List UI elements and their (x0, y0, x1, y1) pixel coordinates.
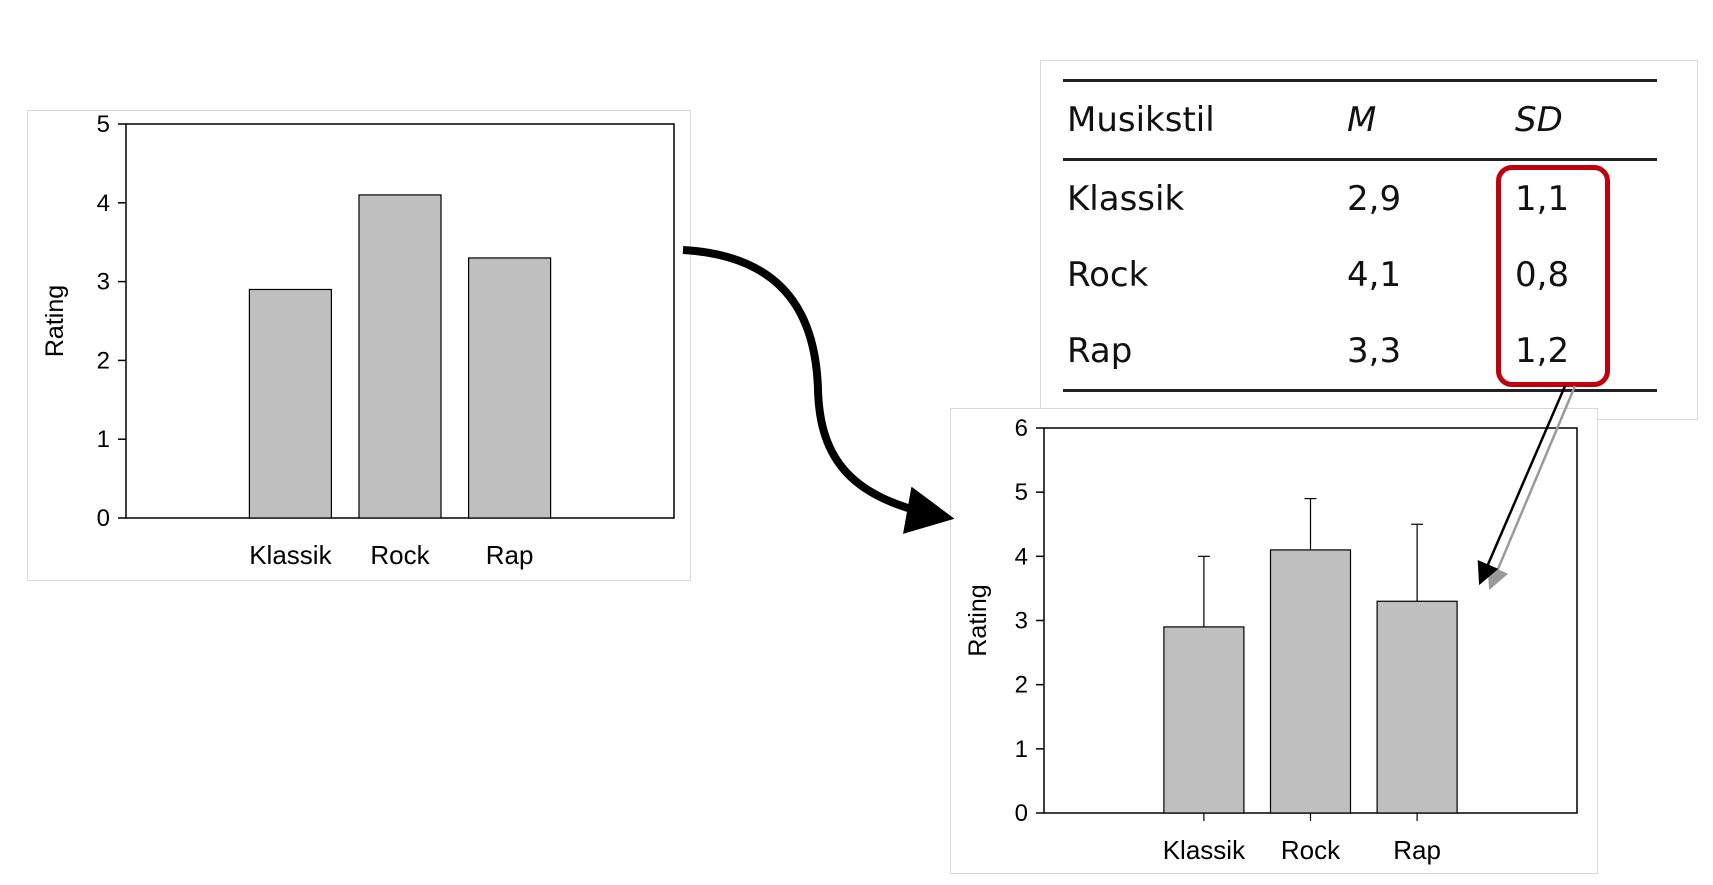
bar (1269, 549, 1352, 814)
cell-style: Rock (1067, 255, 1149, 295)
table-header-row: Musikstil M SD (1063, 80, 1657, 160)
x-tick-label: Rap (1393, 835, 1441, 865)
bar-chart-error-bars: 0 1 2 3 4 5 6 Klassik Rock Rap Rating (950, 408, 1598, 874)
y-tick-label: 3 (97, 269, 110, 296)
cell-mean: 4,1 (1347, 255, 1402, 295)
bar (1376, 600, 1458, 814)
bar (248, 288, 332, 519)
y-tick-label: 5 (97, 111, 110, 138)
bar (1163, 626, 1245, 814)
cell-style: Klassik (1067, 179, 1185, 219)
x-tick-label: Rap (486, 540, 534, 570)
y-tick-label: 0 (1015, 800, 1028, 827)
bar-chart-simple-svg: 0 1 2 3 4 5 Klassik Rock Rap Rating (41, 111, 675, 570)
flow-arrow (682, 246, 955, 534)
bar-chart-error-bars-svg: 0 1 2 3 4 5 6 Klassik Rock Rap Rating (964, 415, 1578, 865)
y-axis-label: Rating (964, 584, 992, 656)
cell-mean: 2,9 (1347, 179, 1402, 219)
sd-column-highlight (1496, 165, 1610, 387)
table-row: Rock 4,1 0,8 (1063, 237, 1657, 313)
y-tick-label: 2 (1015, 672, 1028, 699)
bar-chart-simple: 0 1 2 3 4 5 Klassik Rock Rap Rating (27, 110, 691, 581)
x-tick-label: Klassik (1163, 835, 1246, 865)
y-axis-label: Rating (41, 285, 69, 357)
y-tick-label: 4 (97, 190, 110, 217)
header-sd: SD (1515, 100, 1563, 140)
x-tick-label: Rock (1281, 835, 1341, 865)
table-row: Klassik 2,9 1,1 (1063, 160, 1657, 238)
cell-mean: 3,3 (1347, 331, 1402, 371)
bar (468, 257, 552, 519)
y-tick-label: 2 (97, 347, 110, 374)
x-tick-label: Klassik (249, 540, 332, 570)
table-row: Rap 3,3 1,2 (1063, 313, 1657, 391)
cell-style: Rap (1067, 331, 1133, 371)
y-tick-label: 1 (1015, 736, 1028, 763)
y-tick-label: 3 (1015, 608, 1028, 635)
y-tick-label: 4 (1015, 543, 1028, 570)
y-tick-label: 6 (1015, 415, 1028, 442)
statistics-table: Musikstil M SD Klassik 2,9 1,1 Rock 4,1 … (1063, 79, 1657, 392)
y-tick-label: 0 (97, 505, 110, 532)
x-tick-label: Rock (370, 540, 430, 570)
bar (358, 194, 442, 519)
header-musikstil: Musikstil (1067, 100, 1215, 140)
y-tick-label: 1 (97, 426, 110, 453)
header-mean: M (1347, 100, 1377, 140)
y-tick-label: 5 (1015, 479, 1028, 506)
cell-sd: 0,8 (1515, 255, 1570, 295)
cell-sd: 1,1 (1515, 179, 1570, 219)
cell-sd: 1,2 (1515, 331, 1570, 371)
statistics-table-panel: Musikstil M SD Klassik 2,9 1,1 Rock 4,1 … (1040, 60, 1698, 420)
